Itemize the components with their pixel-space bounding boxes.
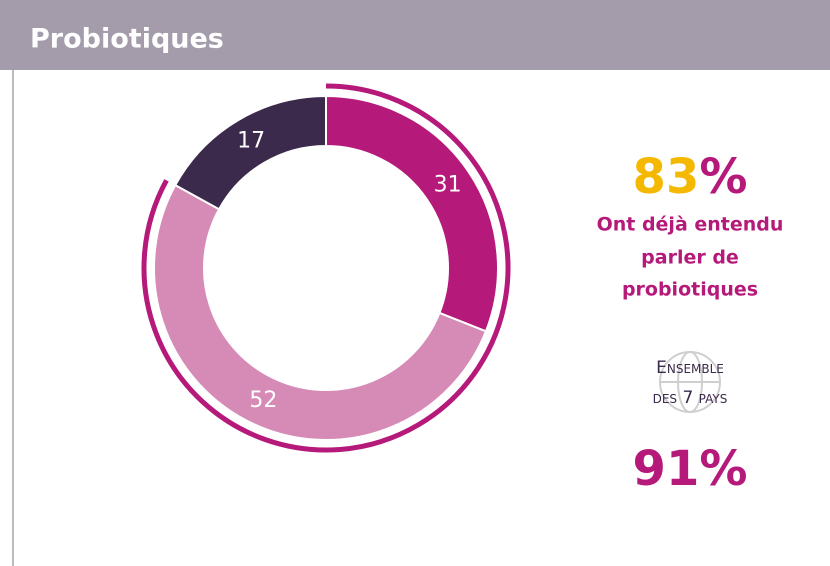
donut-segment (325, 94, 499, 333)
headline: 83% (633, 149, 748, 205)
overall-value: 91% (633, 441, 748, 497)
caption-line: Ont déjà entendu (597, 214, 784, 236)
caption-line: probiotiques (622, 279, 758, 301)
donut-segment (153, 183, 488, 441)
headline-number: 83 (633, 149, 700, 205)
donut-segment (173, 94, 327, 211)
donut-chart: 31 52 17 (141, 83, 511, 453)
header-title: Probiotiques (30, 24, 224, 55)
caption-line: parler de (641, 247, 739, 269)
highlight-arc (141, 83, 511, 453)
overall-line: Ensemble (656, 358, 724, 378)
data-label: 52 (249, 388, 277, 413)
overall-line: des 7 pays (653, 388, 728, 408)
globe-icon (659, 351, 721, 413)
headline-unit: % (699, 149, 747, 205)
data-label: 17 (237, 128, 265, 153)
header-bar (0, 0, 830, 70)
data-label: 31 (434, 172, 462, 197)
